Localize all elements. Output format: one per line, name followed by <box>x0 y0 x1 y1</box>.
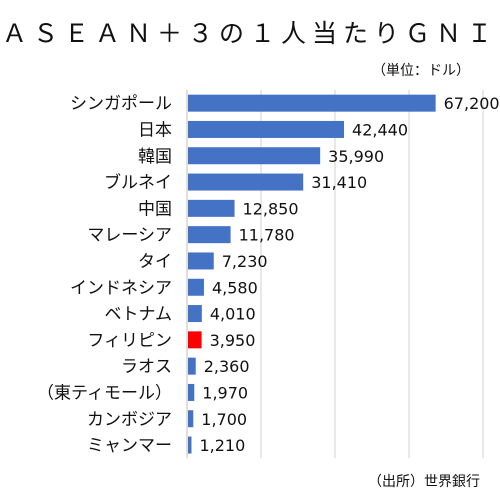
value-label: 1,970 <box>202 383 248 402</box>
bar <box>188 226 231 244</box>
bar <box>188 147 321 165</box>
unit-note: （単位：ドル） <box>372 63 470 79</box>
category-label: ミャンマー <box>87 436 172 456</box>
bar <box>188 278 204 296</box>
value-label: 67,200 <box>444 94 500 113</box>
value-label: 31,410 <box>311 173 367 192</box>
bar <box>188 383 195 401</box>
bar <box>188 173 304 191</box>
bar <box>188 410 194 428</box>
category-label: （東ティモール） <box>37 383 172 403</box>
bars <box>188 94 436 454</box>
category-label: ブルネイ <box>104 172 172 193</box>
category-label: シンガポール <box>70 94 172 114</box>
bar <box>188 331 202 349</box>
value-label: 3,950 <box>210 331 256 350</box>
category-labels: シンガポール日本韓国ブルネイ中国マレーシアタイインドネシアベトナムフィリピンラオ… <box>37 94 172 456</box>
chart-title: ＡＳＥＡＮ＋３の１人当たりＧＮＩ <box>2 19 498 48</box>
category-label: インドネシア <box>70 278 172 298</box>
bar <box>188 305 202 323</box>
category-label: ベトナム <box>105 305 173 325</box>
bar <box>188 94 436 112</box>
value-label: 11,780 <box>239 226 295 245</box>
value-label: 42,440 <box>352 120 408 139</box>
value-label: 1,210 <box>199 436 245 455</box>
category-label: フィリピン <box>87 331 172 351</box>
value-label: 4,580 <box>212 278 258 297</box>
category-label: カンボジア <box>87 410 172 430</box>
category-label: 中国 <box>138 199 172 219</box>
category-label: マレーシア <box>87 226 172 246</box>
bar <box>188 120 345 138</box>
category-label: タイ <box>138 252 172 272</box>
category-label: ラオス <box>121 357 172 377</box>
category-label: 韓国 <box>138 147 172 167</box>
bar <box>188 436 192 454</box>
bar <box>188 252 214 270</box>
value-label: 2,360 <box>204 357 250 376</box>
bar <box>188 199 235 217</box>
value-labels: 67,200 42,440 35,990 31,410 12,850 11,780 7,23… <box>199 94 499 455</box>
value-label: 35,990 <box>328 147 384 166</box>
value-label: 1,700 <box>201 410 247 429</box>
value-label: 4,010 <box>210 305 256 324</box>
value-label: 12,850 <box>243 199 299 218</box>
category-label: 日本 <box>138 120 172 140</box>
gridlines <box>260 90 484 459</box>
bar <box>188 357 196 375</box>
value-label: 7,230 <box>222 252 268 271</box>
source-note: （出所）世界銀行 <box>368 474 480 490</box>
